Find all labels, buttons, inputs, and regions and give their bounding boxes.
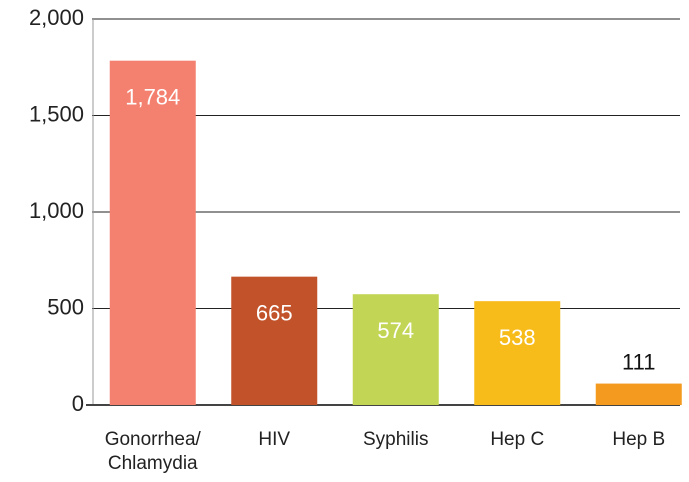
bar [474,301,561,405]
bar [231,276,318,405]
x-tick-label: Hep B [612,429,666,450]
x-tick-label: HIV [258,429,291,450]
bar [109,60,196,406]
bar [595,383,682,405]
y-tick-label: 1,500 [29,101,84,126]
y-tick-label: 2,000 [29,5,84,30]
data-label: 665 [256,300,293,325]
x-tick-label: Gonorrhea/ Chlamydia [104,429,201,474]
bar [352,294,439,405]
data-label: 574 [377,318,414,343]
x-tick-label: Syphilis [363,429,429,450]
y-tick-label: 500 [47,294,84,319]
data-label: 538 [499,325,536,350]
y-tick-label: 0 [72,391,84,416]
y-tick-label: 1,000 [29,198,84,223]
data-label: 111 [622,349,655,374]
x-tick-label: Hep C [490,429,545,450]
data-label: 1,784 [125,85,180,110]
